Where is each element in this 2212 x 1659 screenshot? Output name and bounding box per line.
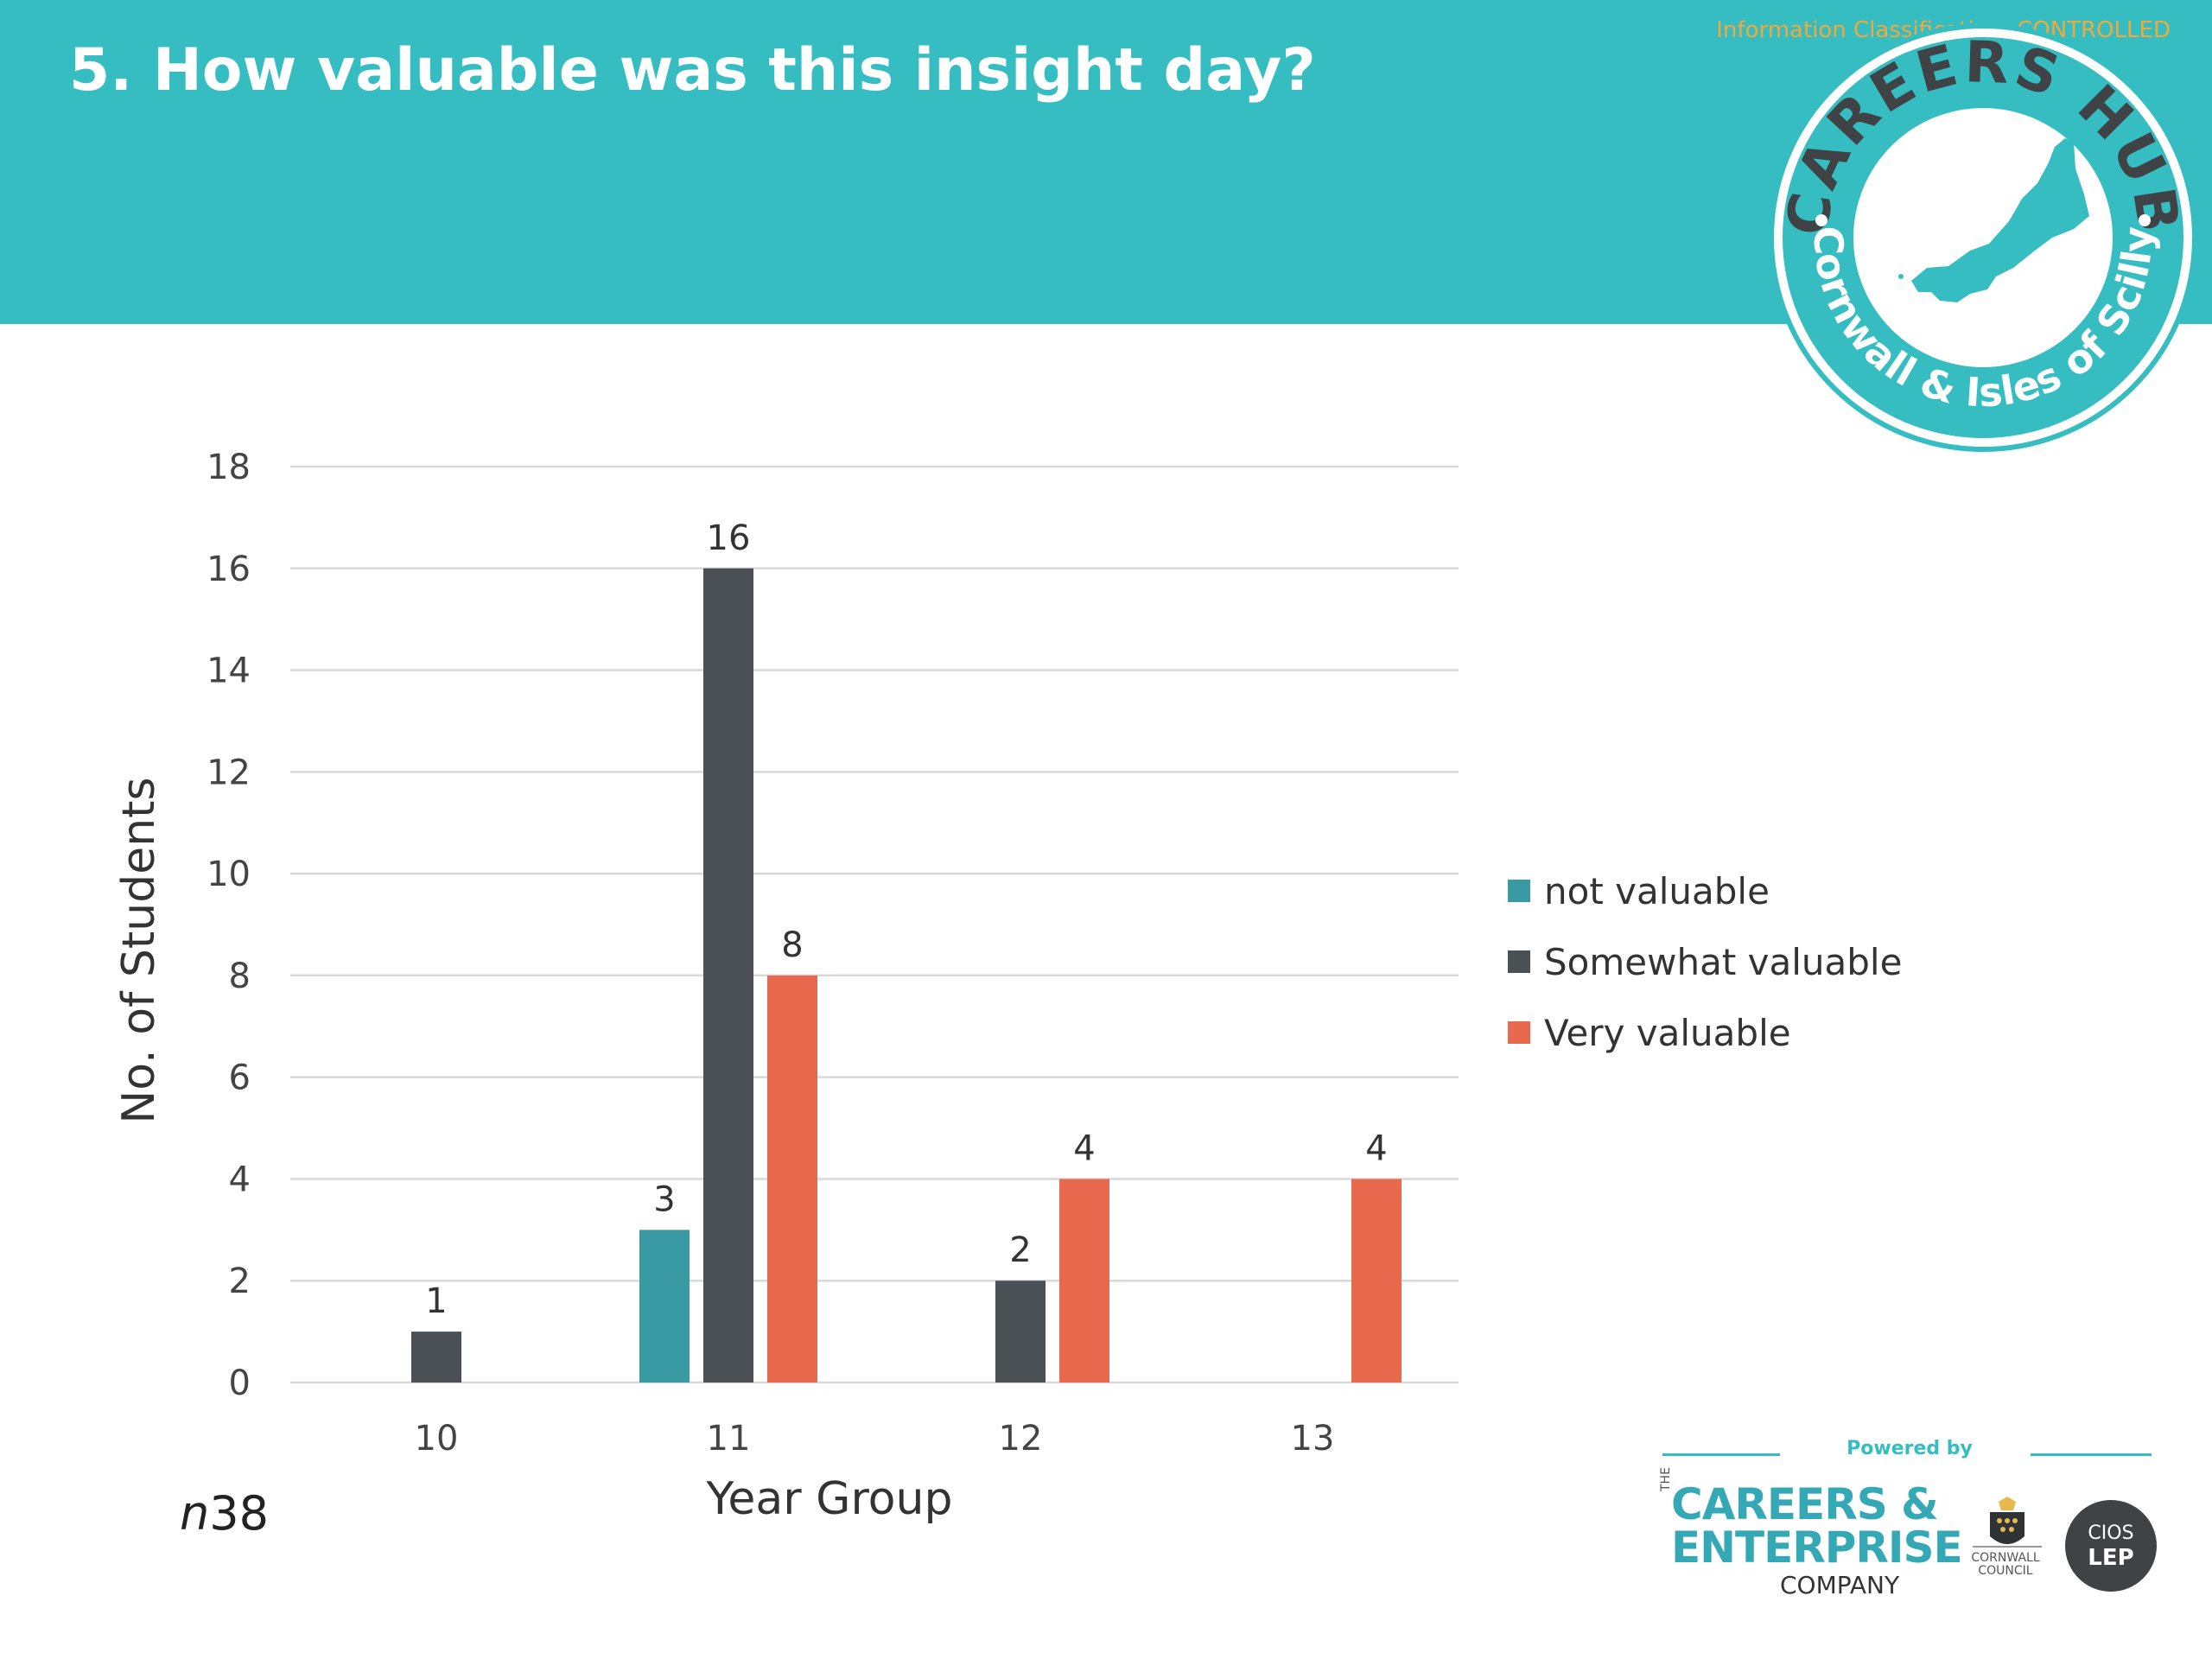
data-label: 2 bbox=[1009, 1230, 1031, 1270]
bar bbox=[995, 1281, 1046, 1382]
bar bbox=[1059, 1179, 1109, 1382]
sample-size-prefix: n bbox=[180, 1486, 210, 1541]
legend-swatch bbox=[1508, 880, 1530, 902]
cornwall-map-icon bbox=[1911, 138, 2089, 302]
y-tick-label: 10 bbox=[207, 855, 251, 894]
legend-label: Somewhat valuable bbox=[1544, 940, 1903, 983]
council-name: CORNWALL COUNCIL bbox=[1971, 1551, 2040, 1578]
y-tick-label: 2 bbox=[229, 1262, 251, 1301]
legend-swatch bbox=[1508, 950, 1530, 973]
bars bbox=[411, 568, 1402, 1382]
y-tick-label: 0 bbox=[229, 1363, 251, 1403]
data-label: 1 bbox=[425, 1281, 447, 1321]
x-tick-label: 13 bbox=[1291, 1419, 1335, 1459]
y-axis-ticks: 0 2 4 6 8 10 12 14 16 18 bbox=[207, 448, 251, 1403]
x-tick-label: 12 bbox=[999, 1419, 1043, 1459]
x-tick-label: 11 bbox=[707, 1419, 751, 1459]
powered-by-line-right bbox=[2031, 1453, 2152, 1456]
legend-item: not valuable bbox=[1508, 855, 1902, 926]
bar bbox=[767, 975, 817, 1382]
x-axis-ticks: 10 11 12 13 bbox=[415, 1419, 1335, 1459]
cec-logo-line1: CAREERS & bbox=[1671, 1479, 1939, 1529]
cec-logo-line3: COMPANY bbox=[1780, 1571, 1900, 1599]
y-tick-label: 16 bbox=[207, 550, 251, 589]
data-label: 4 bbox=[1073, 1128, 1095, 1168]
y-axis-title: No. of Students bbox=[113, 777, 165, 1123]
bar bbox=[703, 568, 753, 1382]
careers-hub-logo: CAREERS HUB Cornwall & Isles of Scilly bbox=[1769, 23, 2197, 452]
legend-label: not valuable bbox=[1544, 869, 1770, 912]
sample-size-value: 38 bbox=[209, 1486, 269, 1541]
data-label: 4 bbox=[1365, 1128, 1387, 1168]
bar bbox=[1351, 1179, 1402, 1382]
powered-by-line-left bbox=[1662, 1453, 1780, 1456]
y-tick-label: 4 bbox=[229, 1160, 251, 1199]
lep-top-text: CIOS bbox=[2088, 1522, 2134, 1544]
y-tick-label: 14 bbox=[207, 652, 251, 691]
powered-by-label: Powered by bbox=[1847, 1438, 1973, 1459]
y-tick-label: 12 bbox=[207, 753, 251, 792]
bar bbox=[639, 1230, 690, 1382]
cios-lep-logo: CIOS LEP bbox=[2065, 1500, 2157, 1592]
legend-swatch bbox=[1508, 1021, 1530, 1044]
lep-bottom-text: LEP bbox=[2088, 1545, 2134, 1571]
gridlines bbox=[290, 465, 1459, 1384]
x-tick-label: 10 bbox=[415, 1419, 459, 1459]
y-tick-label: 8 bbox=[229, 957, 251, 996]
legend-item: Somewhat valuable bbox=[1508, 926, 1902, 997]
y-tick-label: 6 bbox=[229, 1058, 251, 1098]
data-labels: 1 3 16 8 2 4 4 bbox=[425, 518, 1387, 1321]
legend-label: Very valuable bbox=[1544, 1011, 1791, 1054]
sample-size-label: n38 bbox=[180, 1486, 269, 1541]
slide-title: 5. How valuable was this insight day? bbox=[69, 36, 1316, 105]
y-tick-label: 18 bbox=[207, 448, 251, 487]
chart-legend: not valuable Somewhat valuable Very valuab… bbox=[1508, 855, 1902, 1068]
legend-item: Very valuable bbox=[1508, 997, 1902, 1068]
x-axis-title: Year Group bbox=[706, 1473, 953, 1525]
data-label: 3 bbox=[653, 1179, 675, 1219]
bar bbox=[411, 1332, 461, 1382]
data-label: 16 bbox=[707, 518, 751, 558]
data-label: 8 bbox=[781, 925, 803, 965]
cec-logo-line2: ENTERPRISE bbox=[1671, 1522, 1963, 1573]
cornwall-council-crest-icon bbox=[1973, 1497, 2042, 1548]
footer-logos: Powered by THE CAREERS & ENTERPRISE COMP… bbox=[1659, 1434, 2160, 1642]
